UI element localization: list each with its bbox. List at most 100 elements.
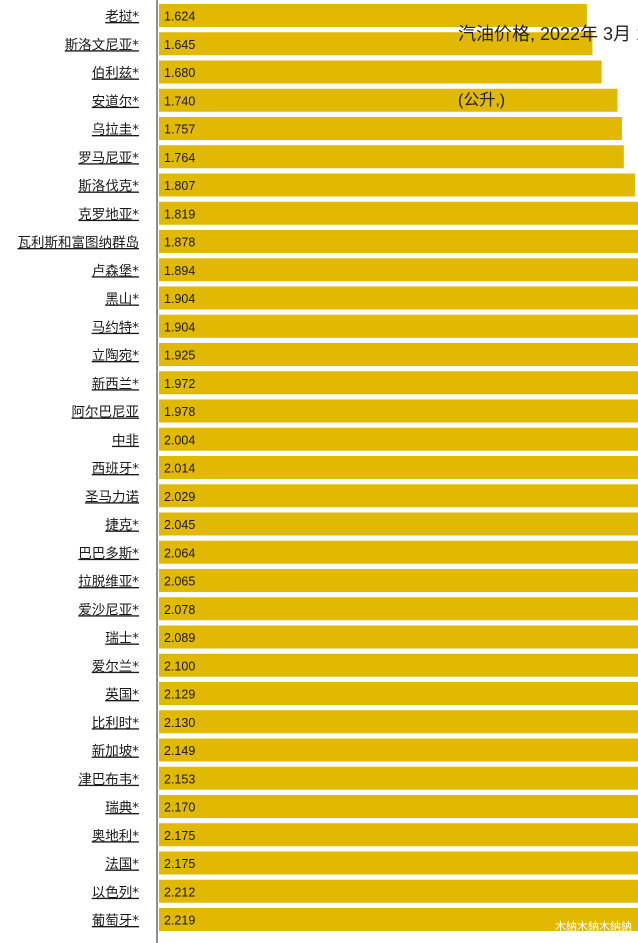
value-label: 2.153	[164, 772, 195, 786]
value-label: 2.078	[164, 603, 195, 617]
bar	[159, 795, 638, 818]
bar	[159, 738, 638, 762]
category-label: 法国*	[105, 857, 139, 873]
bar	[159, 60, 602, 84]
category-label: 阿尔巴尼亚	[72, 405, 140, 421]
category-label: 黑山*	[105, 292, 139, 308]
value-label: 1.819	[164, 207, 195, 221]
category-label: 斯洛文尼亚*	[65, 37, 139, 53]
value-label: 1.978	[164, 405, 195, 419]
bar	[159, 682, 638, 705]
bar	[159, 851, 638, 875]
bar	[159, 653, 638, 677]
category-label: 津巴布韦*	[78, 772, 139, 788]
value-label: 2.065	[164, 575, 195, 589]
value-label: 1.878	[164, 236, 195, 250]
value-label: 2.129	[164, 688, 195, 702]
value-label: 1.904	[164, 320, 195, 334]
value-label: 2.130	[164, 716, 195, 730]
bar	[159, 823, 638, 847]
bar	[159, 625, 638, 649]
value-label: 2.212	[164, 885, 195, 899]
value-label: 2.149	[164, 744, 195, 758]
category-label: 立陶宛*	[92, 348, 139, 364]
bar	[159, 145, 624, 169]
bar	[159, 371, 638, 395]
category-label: 比利时*	[92, 715, 139, 731]
value-label: 1.624	[164, 10, 195, 24]
category-label: 英国*	[105, 686, 139, 703]
category-label: 乌拉圭*	[92, 122, 139, 138]
bar	[159, 569, 638, 592]
chart-title: 汽油价格, 2022年 3月 14日	[458, 24, 638, 44]
category-label: 奥地利*	[92, 827, 139, 844]
value-label: 1.757	[164, 123, 195, 137]
bar	[159, 879, 638, 903]
value-label: 1.904	[164, 292, 195, 306]
bar	[159, 258, 638, 282]
bar	[159, 908, 638, 931]
category-label: 老挝*	[105, 9, 139, 25]
value-label: 1.645	[164, 38, 195, 52]
value-label: 2.045	[164, 518, 195, 532]
category-label: 瑞典*	[105, 800, 139, 816]
bar	[159, 597, 638, 621]
bar	[159, 456, 638, 479]
category-label: 新西兰*	[92, 376, 139, 392]
value-label: 2.004	[164, 433, 195, 447]
bar	[159, 88, 618, 112]
bar	[159, 427, 638, 451]
bar	[159, 32, 593, 56]
category-label: 瑞士*	[105, 631, 139, 647]
value-label: 1.972	[164, 377, 195, 391]
category-label: 伯利兹*	[92, 66, 139, 82]
category-label: 斯洛伐克*	[78, 179, 139, 195]
bar	[159, 314, 638, 338]
bar	[159, 4, 587, 27]
bar	[159, 399, 638, 423]
bar	[159, 173, 636, 197]
value-label: 1.764	[164, 151, 195, 165]
bar	[159, 512, 638, 536]
category-label: 拉脱维亚*	[78, 574, 139, 590]
category-label: 瓦利斯和富图纳群岛	[18, 234, 140, 251]
value-label: 2.064	[164, 546, 195, 560]
category-label: 克罗地亚*	[78, 207, 139, 223]
bar	[159, 540, 638, 564]
category-label: 巴巴多斯*	[78, 545, 139, 562]
category-label: 安道尔*	[92, 94, 139, 110]
category-label: 以色列*	[92, 884, 139, 901]
bar	[159, 286, 638, 310]
unit-label: (公升,)	[458, 91, 505, 109]
value-label: 2.100	[164, 659, 195, 673]
value-label: 1.925	[164, 349, 195, 363]
value-label: 2.175	[164, 857, 195, 871]
value-label: 2.029	[164, 490, 195, 504]
value-label: 2.089	[164, 631, 195, 645]
category-label: 马约特*	[92, 320, 139, 336]
value-label: 1.740	[164, 94, 195, 108]
category-label: 卢森堡*	[92, 263, 139, 279]
category-label: 圣马力诺	[85, 489, 139, 505]
category-label: 新加坡*	[92, 744, 139, 760]
category-labels: 老挝* 斯洛文尼亚* 伯利兹* 安道尔* 乌拉圭* 罗马尼亚* 斯洛伐克* 克罗地亚* 瓦利斯和…	[18, 9, 140, 929]
bar	[159, 230, 638, 253]
category-label: 西班牙*	[92, 461, 139, 477]
bar	[159, 343, 638, 366]
bar	[159, 201, 638, 225]
value-label: 2.175	[164, 829, 195, 843]
bar	[159, 766, 638, 790]
category-label: 罗马尼亚*	[78, 150, 139, 166]
value-label: 2.014	[164, 462, 195, 476]
value-label: 2.219	[164, 914, 195, 928]
value-labels: 1.624 1.645 1.680 1.740 1.757 1.764 1.807 1.819…	[164, 10, 195, 928]
bar	[159, 484, 638, 508]
value-label: 1.680	[164, 66, 195, 80]
category-label: 中非	[112, 433, 139, 449]
bar	[159, 117, 622, 140]
category-label: 爱尔兰*	[92, 659, 139, 675]
watermark: 木納木納木納納	[555, 920, 632, 933]
bar	[159, 710, 638, 734]
category-label: 爱沙尼亚*	[78, 602, 139, 618]
